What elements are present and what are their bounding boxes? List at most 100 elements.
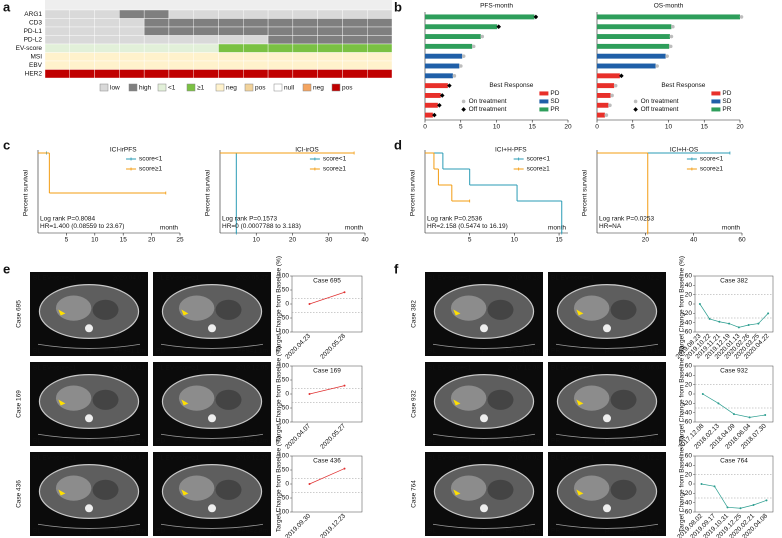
marker [665,54,669,58]
ct-organ [610,389,637,410]
x-tick-label: 2019.12.23 [319,512,347,538]
heatmap-cell [94,9,120,19]
legend-label: On treatment [469,98,507,105]
bar [425,14,535,20]
heatmap-cell [119,26,145,36]
scan-pfs: PFS=10.1m [628,348,663,355]
legend-label: score≥1 [139,166,162,173]
heatmap-cell [69,26,95,36]
scan-pfs: PFS=2.8m [237,528,268,535]
scan-status: BL [428,438,436,445]
heatmap-cell [193,35,219,45]
ct-spine [603,504,611,513]
heatmap-cell [317,43,343,53]
x-tick-label: 5 [459,124,463,131]
scan-date: 2019.09.14 [112,455,145,462]
legend-label: pos [255,85,266,92]
heatmap-cell [44,69,70,79]
data-line [309,385,345,395]
heatmap-cell [69,9,95,19]
scan-marker: P [210,529,214,536]
ct-organ [487,389,514,410]
y-tick-label: -60 [683,419,693,426]
data-point [757,322,760,325]
y-tick-label: 100 [278,363,289,370]
legend-label: score≥1 [323,166,346,173]
heatmap-cell [119,52,145,62]
x-tick-label: 40 [361,237,369,244]
heatmap-cell [292,52,318,62]
ct-organ [487,479,514,500]
heatmap-cell [317,52,343,62]
ct-couch [37,523,141,529]
scan-pfs: PFS=3.2m [114,438,145,445]
y-tick-label: 60 [685,273,693,280]
data-point [747,324,750,326]
bar [597,34,670,39]
ct-organ [55,475,92,501]
ct-couch [37,343,141,349]
row-label: PD-L2 [24,36,43,43]
scan-label: BL EV-score≥1 [33,365,76,372]
ct-organ [610,479,637,500]
case-label: Case 932 [411,390,418,418]
scan-label: BL EV-score<1 [551,275,595,282]
heatmap-cell [69,60,95,70]
scan-marker: P [87,349,91,356]
heatmap-cell [267,43,294,53]
legend-swatch [711,91,721,96]
chart-title: Case 436 [313,458,341,465]
case-label: Case 169 [16,390,23,418]
y-tick-label: 20 [685,291,693,298]
heatmap-cell [342,52,368,62]
heatmap-cell [168,43,194,53]
scan-marker: P [482,349,486,356]
y-tick-label: -20 [683,310,693,317]
chart-title: Case 169 [313,368,341,375]
panel-label: c [3,137,10,152]
heatmap-cell [168,9,194,19]
marker [633,99,638,104]
heatmap-cell [243,18,269,28]
y-tick-label: 20 [685,381,693,388]
heatmap-cell [292,9,318,19]
x-tick-label: 5 [631,124,635,131]
heatmap-cell [69,69,95,79]
heatmap-cell [119,43,145,53]
marker [604,113,609,117]
data-point [767,312,770,315]
data-point [718,320,721,323]
scan-pfs: PFS=1.1m [237,348,268,355]
y-tick-label: -60 [683,509,693,516]
x-tick-label: 2020.05.28 [319,332,347,360]
bar [597,14,740,20]
scan-label: BL EV-score≥1 [33,275,76,282]
arrow [453,489,461,496]
y-tick-label: -100 [276,329,289,336]
marker [608,103,612,108]
heatmap-cell [243,26,269,36]
heatmap-cell [218,9,244,19]
bar [425,34,481,39]
marker [655,64,659,68]
y-axis-label: Percent survival [410,169,417,216]
ct-couch [432,433,536,439]
heatmap-cell [342,69,368,79]
scan-label: BL EV-score≥1 [156,365,199,372]
heatmap-cell [292,26,318,36]
heatmap-cell [94,69,120,79]
scan-date: 2019.10.21 [112,365,145,372]
data-point [308,393,311,395]
legend-label: On treatment [641,98,679,105]
chart-title: ICI+H-PFS [495,147,527,154]
heatmap-cell [243,52,269,62]
heatmap-cell [168,69,194,79]
bar [597,93,611,98]
marker [668,44,673,49]
scan-date: 2019.12.05 [235,365,268,372]
bar [425,24,498,30]
data-point [343,384,346,387]
case-label: Case 436 [16,480,23,508]
heatmap-cell [267,26,294,36]
